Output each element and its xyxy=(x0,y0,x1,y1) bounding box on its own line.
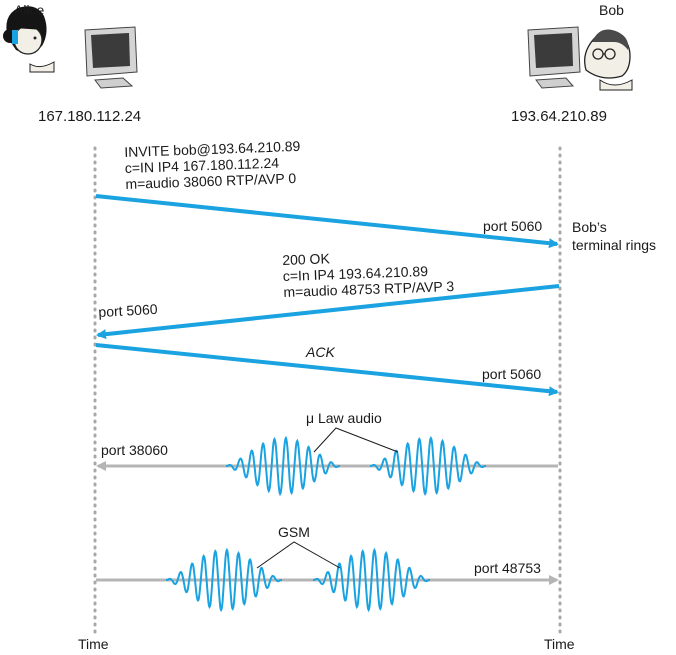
bob-rings-note: Bob’s terminal rings xyxy=(572,218,656,254)
ok-port: port 5060 xyxy=(98,300,158,320)
alice-time-label: Time xyxy=(78,636,109,652)
ok-arrow xyxy=(96,284,560,340)
audio-to-alice-port: port 38060 xyxy=(101,442,168,458)
bob-avatar xyxy=(584,29,633,91)
ack-label: ACK xyxy=(306,344,335,360)
gsm-waveform-1 xyxy=(166,547,282,613)
invite-arrow xyxy=(95,194,559,249)
alice-avatar xyxy=(3,6,55,73)
alice-ip: 167.180.112.24 xyxy=(38,108,142,125)
gsm-waveform-2 xyxy=(313,547,430,613)
bob-rings-line-1: Bob’s xyxy=(572,219,607,235)
alice-name: Alice xyxy=(14,2,45,18)
alice-computer-icon xyxy=(84,26,138,89)
mu-law-audio-waveform-1 xyxy=(226,435,340,497)
audio-to-bob-port: port 48753 xyxy=(474,560,541,576)
mu-law-audio-waveform-2 xyxy=(370,435,486,497)
ack-arrow xyxy=(95,343,559,397)
invite-message: INVITE bob@193.64.210.89 c=IN IP4 167.18… xyxy=(124,138,302,192)
bob-rings-line-2: terminal rings xyxy=(572,237,657,253)
bob-computer-icon xyxy=(527,26,581,89)
ok-message: 200 OK c=In IP4 193.64.210.89 m=audio 48… xyxy=(282,246,454,300)
gsm-label-pointer xyxy=(256,541,341,569)
bob-ip: 193.64.210.89 xyxy=(511,108,607,125)
invite-port: port 5060 xyxy=(483,218,543,234)
mu-law-audio-label: μ Law audio xyxy=(306,410,382,426)
ack-port: port 5060 xyxy=(482,366,542,382)
gsm-label: GSM xyxy=(278,524,310,540)
mu-law-label-pointer xyxy=(313,427,399,453)
bob-time-label: Time xyxy=(544,636,575,652)
bob-name: Bob xyxy=(599,2,624,18)
